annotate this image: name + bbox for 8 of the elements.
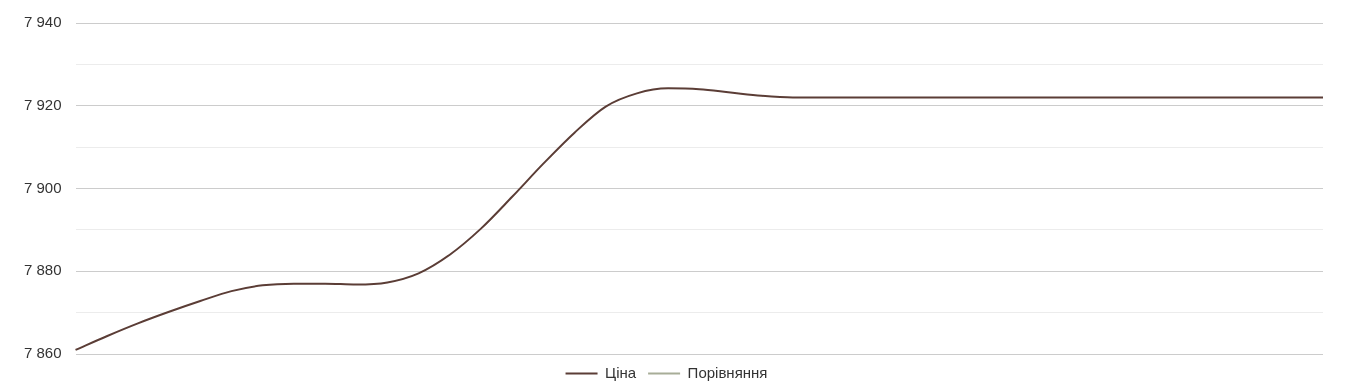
y-tick-label: 7 860 (23, 344, 62, 362)
legend-label: Порівняння (687, 363, 768, 381)
line-series (74, 87, 1324, 351)
legend-label: Ціна (605, 363, 637, 381)
y-tick-label: 7 900 (23, 178, 62, 196)
y-tick-label: 7 940 (23, 13, 62, 31)
y-tick-label: 7 880 (23, 261, 62, 279)
y-tick-label: 7 920 (23, 95, 62, 113)
